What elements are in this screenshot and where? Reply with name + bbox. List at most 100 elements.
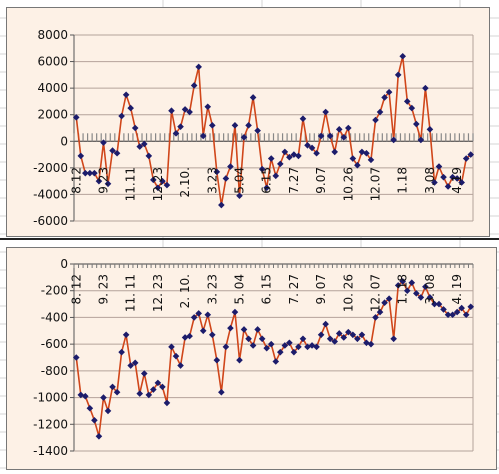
- data-point: [91, 416, 98, 424]
- data-point: [136, 143, 144, 150]
- data-point: [231, 122, 239, 129]
- data-point: [127, 362, 134, 369]
- data-point: [150, 386, 157, 393]
- data-point: [199, 132, 207, 140]
- data-point: [440, 173, 447, 181]
- x-tick-label: 4.19: [450, 167, 464, 194]
- data-point: [417, 294, 425, 301]
- y-tick-label: -6000: [33, 214, 68, 228]
- data-point: [295, 152, 302, 160]
- data-point: [381, 94, 388, 101]
- chart-area: [6, 247, 497, 470]
- y-tick-label: -800: [41, 364, 68, 378]
- data-point: [91, 169, 98, 177]
- x-tick-label: 9.07: [314, 167, 328, 194]
- data-point: [358, 148, 366, 156]
- y-tick-label: -600: [41, 337, 68, 351]
- data-point: [413, 120, 420, 128]
- x-tick-label: 12.23: [151, 167, 165, 201]
- data-point: [213, 356, 221, 364]
- data-point: [154, 379, 162, 387]
- data-point: [345, 124, 352, 132]
- data-point: [281, 148, 289, 156]
- data-point: [159, 383, 166, 391]
- data-point: [163, 399, 171, 407]
- data-point: [376, 108, 384, 116]
- y-tick-label: 8000: [37, 28, 68, 42]
- data-point: [354, 161, 361, 169]
- data-point: [281, 342, 289, 349]
- data-point: [249, 342, 257, 349]
- chart-area: [6, 7, 490, 237]
- data-point: [267, 340, 275, 348]
- x-tick-label: 9. 07: [314, 274, 328, 305]
- data-point: [322, 108, 329, 116]
- x-tick-label: 1.18: [396, 167, 410, 194]
- data-point: [163, 181, 171, 189]
- data-point: [263, 344, 270, 352]
- x-tick-label: 12. 23: [151, 274, 165, 312]
- data-point: [277, 160, 284, 168]
- data-point: [131, 124, 139, 132]
- data-point: [290, 151, 298, 158]
- data-point: [95, 433, 103, 440]
- chart-1[interactable]: -6000 -4000 -2000 0 2000 4000 6000 8000 8.12 9.23…: [6, 7, 490, 237]
- data-point: [72, 354, 80, 361]
- data-point: [399, 278, 407, 285]
- data-point: [394, 282, 402, 289]
- chart-2[interactable]: -1400 -1200 -1000 -800 -600 -400 -200 0 8. 12 9. …: [6, 247, 497, 470]
- data-point: [453, 175, 461, 182]
- data-point: [331, 148, 339, 156]
- data-point: [408, 104, 416, 112]
- x-tick-label: 3.08: [423, 167, 437, 194]
- x-tick-label: 5. 04: [232, 274, 246, 305]
- data-point: [109, 147, 116, 154]
- data-point: [331, 338, 339, 345]
- data-point: [462, 311, 470, 319]
- data-point: [72, 114, 80, 121]
- data-point: [277, 348, 284, 356]
- y-tick-label: 2000: [37, 108, 68, 122]
- data-point: [399, 52, 407, 60]
- y-tick-label: -1400: [33, 444, 68, 458]
- y-tick-label: 0: [60, 257, 68, 271]
- data-point: [168, 107, 175, 115]
- data-point: [222, 343, 230, 351]
- data-point: [204, 311, 212, 319]
- y-tick-label: -200: [41, 284, 68, 298]
- chart-2-svg: -1400 -1200 -1000 -800 -600 -400 -200 08. 12 9. …: [6, 247, 497, 470]
- data-point: [426, 294, 434, 301]
- data-point: [462, 155, 470, 162]
- data-point: [104, 407, 112, 415]
- x-tick-label: 7. 27: [287, 274, 301, 305]
- data-point: [95, 177, 103, 185]
- x-tick-label: 2. 10.: [178, 274, 192, 308]
- data-point: [145, 152, 153, 160]
- x-tick-label: 2.10.: [178, 167, 192, 198]
- data-point: [86, 404, 94, 412]
- data-point: [304, 141, 311, 149]
- y-tick-label: -4000: [33, 187, 68, 201]
- data-point: [385, 295, 393, 303]
- data-point: [444, 311, 452, 319]
- y-tick-label: -1200: [33, 417, 68, 431]
- data-point: [122, 91, 130, 99]
- x-tick-label: 7.27: [287, 167, 301, 194]
- data-point: [272, 172, 280, 180]
- data-point: [82, 392, 89, 400]
- data-point: [186, 108, 193, 116]
- data-point: [317, 132, 325, 140]
- data-point: [290, 348, 298, 356]
- data-point: [308, 144, 316, 152]
- data-point: [390, 136, 397, 144]
- data-point: [458, 179, 465, 186]
- data-point: [118, 112, 125, 120]
- data-point: [313, 149, 320, 157]
- y-tick-label: 6000: [37, 55, 68, 69]
- data-point: [86, 169, 94, 177]
- x-tick-label: 6.15: [260, 167, 274, 194]
- x-tick-label: 10. 26: [341, 274, 355, 312]
- data-point: [431, 179, 438, 186]
- data-point: [245, 122, 252, 129]
- data-point: [227, 163, 234, 170]
